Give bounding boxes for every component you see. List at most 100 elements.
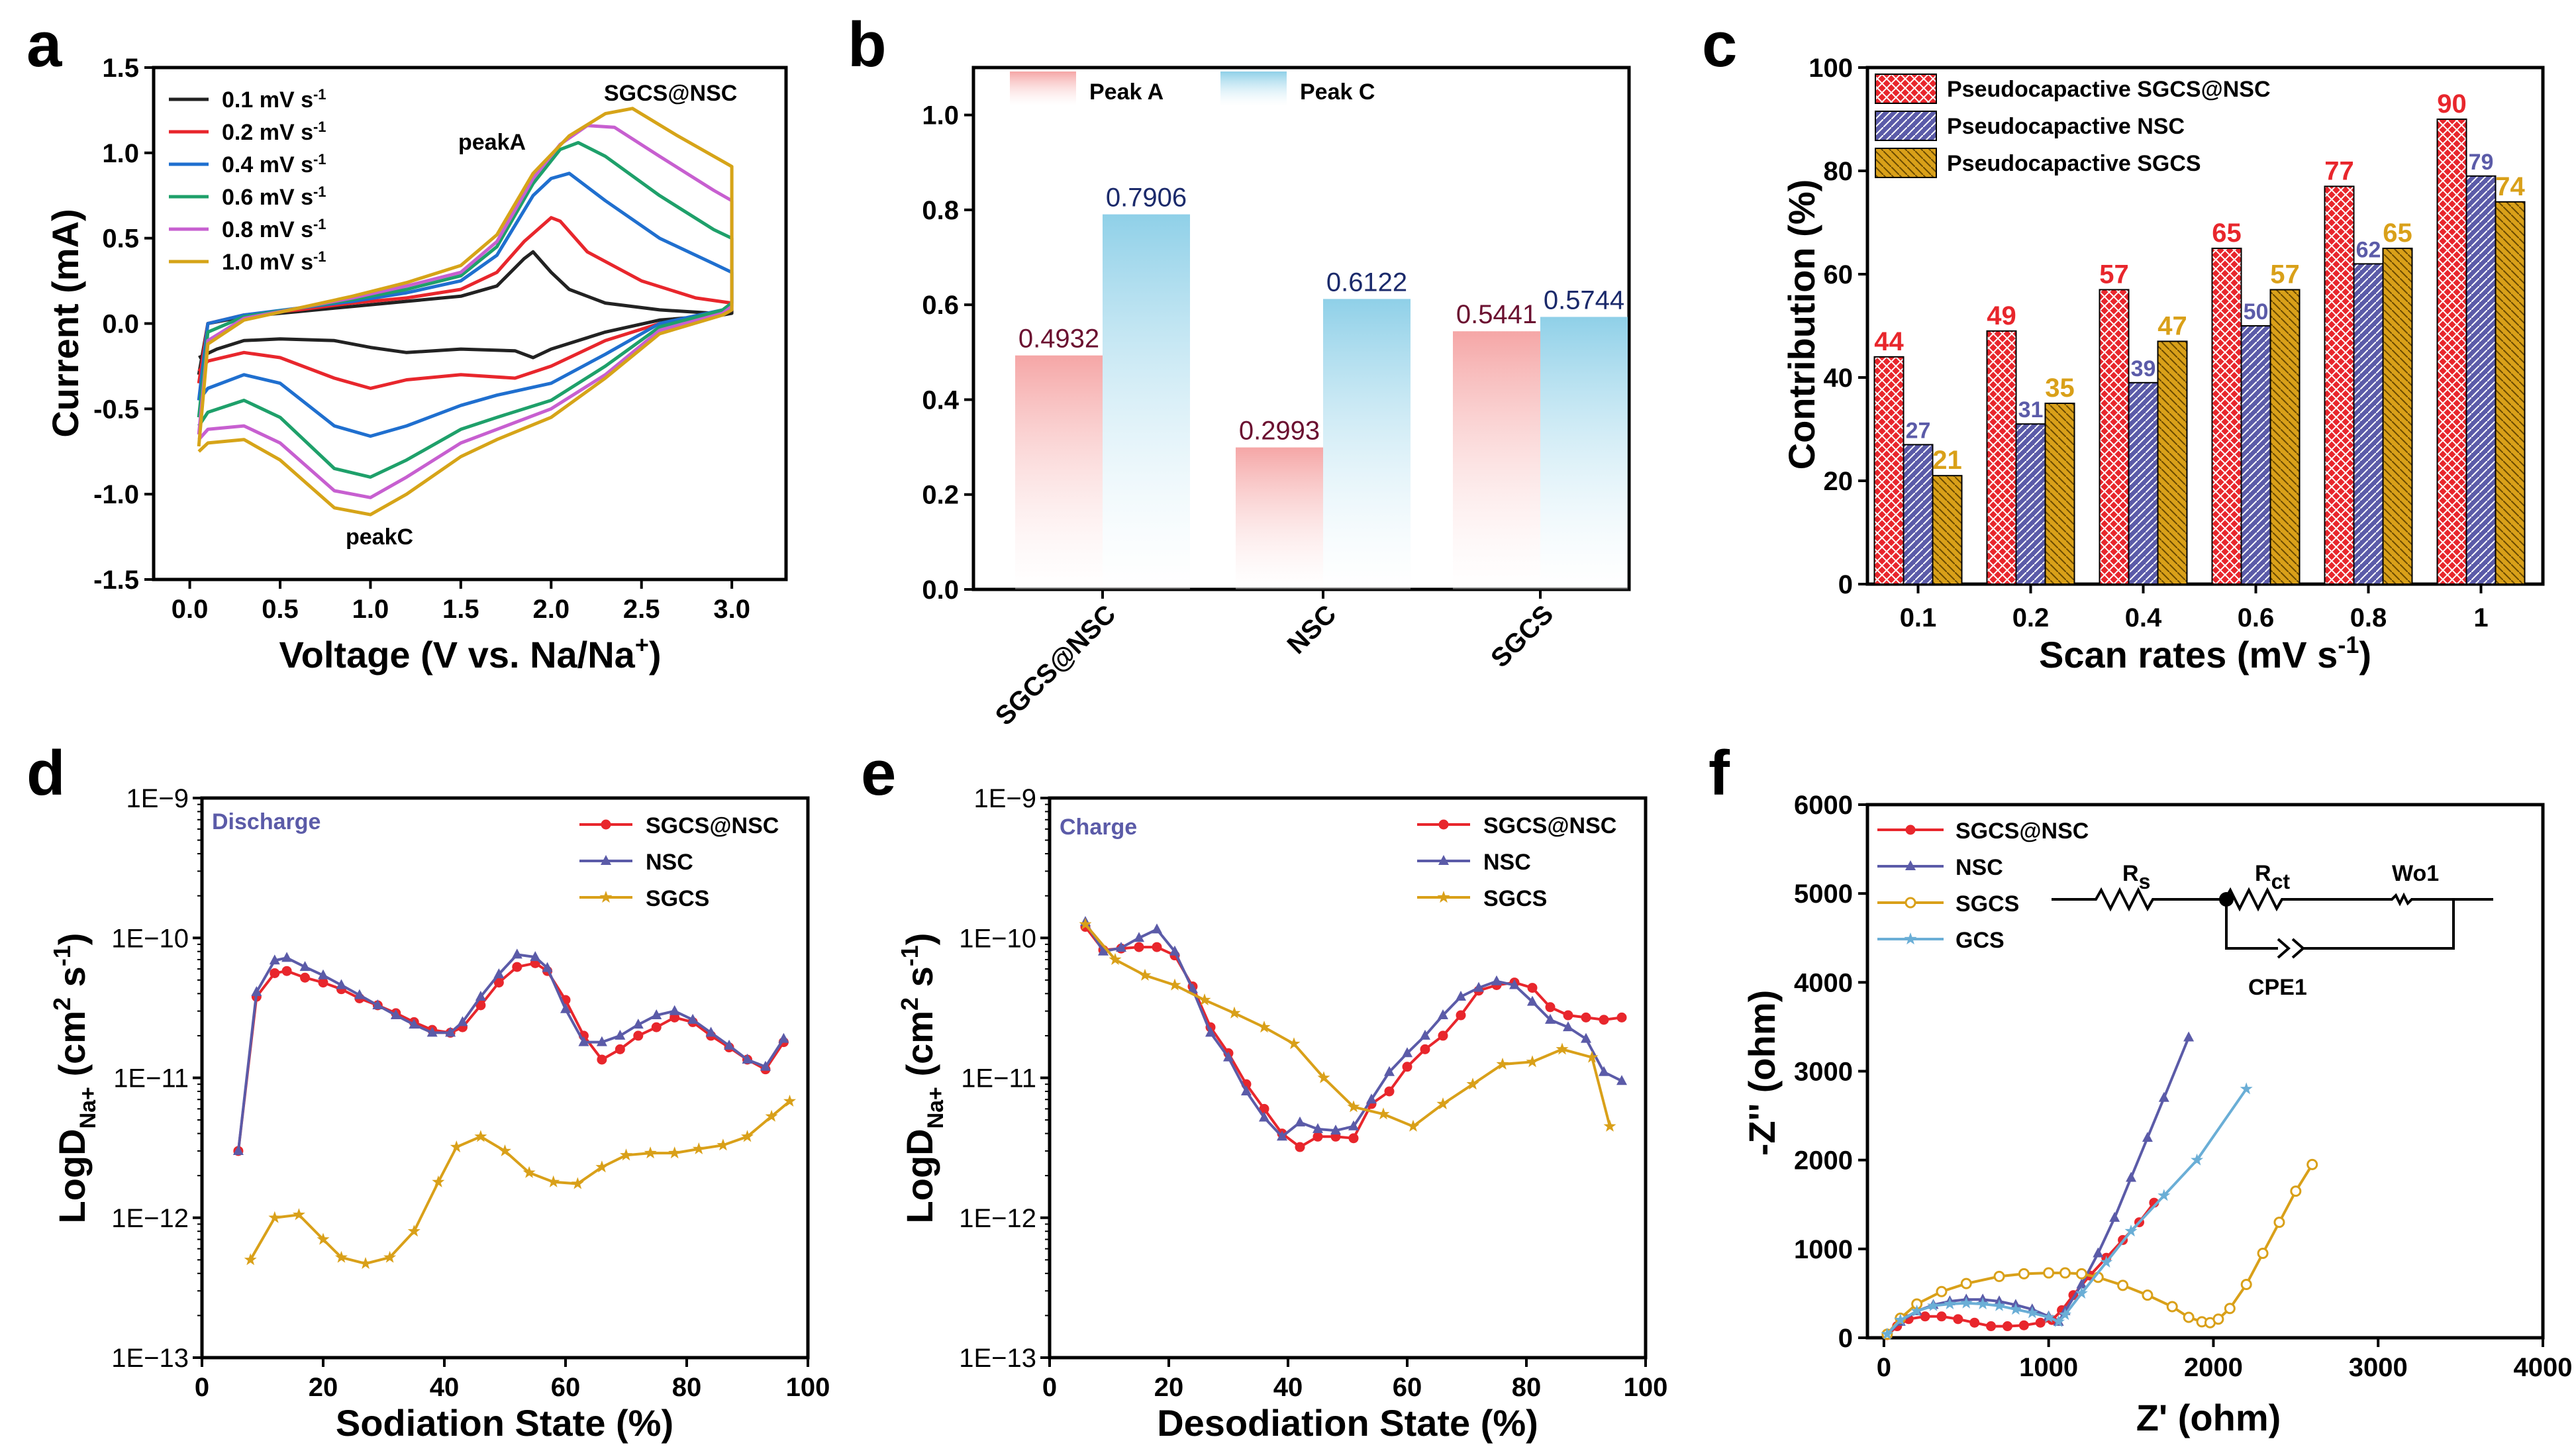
y-tick-label: 1.5	[102, 54, 139, 83]
pe-data-point	[1420, 1044, 1430, 1054]
y-tick-label: 1E−12	[111, 1204, 189, 1233]
pe-data-point	[1258, 1021, 1271, 1033]
pd-data-point	[300, 972, 311, 983]
pd-data-point	[615, 1044, 625, 1054]
chart-f-data-point	[1959, 1296, 1973, 1309]
pd-series-line	[249, 1100, 791, 1266]
pe-data-point	[1473, 981, 1484, 992]
pd-legend-marker	[599, 891, 613, 903]
pe-data-point	[1456, 991, 1466, 1001]
y-tick-label: 0.2	[922, 481, 959, 510]
pd-legend-marker	[601, 819, 611, 830]
pe-data-point	[1466, 1077, 1479, 1090]
y-tick-label: 80	[1824, 157, 1854, 186]
pd-data-point	[620, 1148, 632, 1161]
chart-b-bar	[1015, 355, 1103, 589]
y-tick-label: 2000	[1794, 1146, 1853, 1176]
pd-data-point	[445, 1027, 456, 1037]
chart-c-data-label: 47	[2157, 311, 2187, 340]
chart-f-data-point	[2158, 1091, 2169, 1102]
chart-b-bar	[1453, 331, 1540, 589]
chart-f-data-point	[1993, 1299, 2006, 1311]
pe-legend-marker	[1437, 891, 1450, 903]
chart-f-data-point	[2224, 1303, 2236, 1315]
y-tick-label: -1.0	[93, 480, 139, 509]
chart-f-data-point	[1993, 1270, 2005, 1282]
chart-b-legend-swatch	[1010, 72, 1076, 106]
chart-f-data-point	[1936, 1285, 1948, 1297]
chart-f-data-point	[2257, 1248, 2269, 1260]
chart-f-data-point	[2183, 1031, 2195, 1042]
pe-data-point	[1509, 979, 1520, 989]
chart-f-data-point	[2191, 1153, 2204, 1166]
chart-b-data-label: 0.6122	[1326, 268, 1407, 297]
chart-f-data-point	[2212, 1313, 2224, 1325]
pd-data-point	[268, 1211, 281, 1223]
chart-b-legend-swatch	[1220, 72, 1287, 106]
pd-data-point	[717, 1138, 730, 1151]
circuit-label-rct: Rct	[2255, 861, 2290, 893]
chart-c-data-label: 57	[2270, 260, 2300, 289]
chart-f-data-point	[2018, 1320, 2029, 1330]
pd-data-point	[705, 1027, 717, 1037]
chart-c-data-label: 50	[2244, 299, 2269, 325]
chart-f-legend-label: SGCS	[1956, 891, 2019, 917]
chart-d-xlabel: Sodiation State (%)	[336, 1402, 673, 1444]
pd-data-point	[512, 962, 522, 972]
chart-f-data-point	[2002, 1321, 2012, 1332]
chart-c-category-label: 1	[2473, 603, 2488, 632]
chart-c-category-label: 0.8	[2350, 603, 2387, 632]
panel-label-d: d	[26, 738, 66, 809]
pe-data-point	[1347, 1100, 1360, 1113]
pe-data-point	[1138, 968, 1152, 981]
circuit-label-w: Wo1	[2392, 861, 2439, 886]
chart-f-data-point	[1986, 1321, 1997, 1332]
pd-data-point	[741, 1130, 754, 1142]
pd-data-point	[692, 1142, 705, 1154]
chart-c-data-label: 65	[2383, 219, 2412, 248]
x-tick-label: 60	[1393, 1373, 1422, 1402]
chart-f-data-point	[1920, 1311, 1930, 1322]
pe-data-point	[1348, 1133, 1359, 1144]
chart-f-data-point	[2026, 1306, 2039, 1319]
chart-c-bar	[2015, 423, 2046, 585]
x-tick-label: 60	[551, 1373, 581, 1402]
pe-legend-marker	[1438, 819, 1449, 830]
chart-c-bar	[2465, 175, 2497, 585]
pd-data-point	[232, 1144, 244, 1155]
chart-f-legend-label: NSC	[1956, 855, 2003, 880]
chart-c-bar	[1932, 475, 1963, 585]
pe-data-point	[1527, 983, 1538, 993]
pd-data-point	[426, 1027, 438, 1037]
x-tick-label: 2000	[2184, 1353, 2243, 1382]
pd-data-point	[742, 1053, 753, 1064]
pe-data-point	[1603, 1119, 1616, 1132]
pd-data-point	[292, 1208, 305, 1221]
chart-f-data-point	[2240, 1279, 2252, 1290]
pd-data-point	[595, 1160, 609, 1173]
chart-f-series-line	[1886, 1036, 2190, 1336]
x-tick-label: 0	[195, 1373, 209, 1402]
chart-c-bar	[2269, 289, 2301, 585]
chart-a: 0.0 0.5 1.0 1.5 2.0 2.5 3.0 -1.5 -1.0 -0.5 0.0 0.5 1…	[44, 54, 788, 676]
chart-f-data-point	[1969, 1317, 1980, 1328]
chart-f-data-point	[2042, 1311, 2056, 1323]
x-tick-label: 0.5	[262, 595, 299, 624]
circuit-label-rs: Rs	[2122, 861, 2150, 893]
pd-data-point	[244, 1253, 257, 1266]
y-tick-label: 0	[1838, 1324, 1853, 1353]
chart-b-category-label: SGCS@NSC	[990, 599, 1122, 731]
pd-data-point	[383, 1250, 397, 1263]
chart-c-bar	[2211, 248, 2242, 585]
pe-data-point	[1402, 1047, 1412, 1058]
chart-f-data-point	[2142, 1289, 2154, 1301]
pd-legend-label: SGCS@NSC	[646, 813, 779, 838]
chart-e-annotation: Charge	[1060, 815, 1137, 840]
chart-f-data-point	[2306, 1158, 2318, 1170]
chart-a-legend-label: 1.0 mV s-1	[222, 248, 326, 275]
chart-f-legend-label: SGCS@NSC	[1956, 819, 2089, 844]
pe-data-point	[1098, 945, 1109, 956]
pe-data-point	[1420, 1029, 1430, 1040]
pe-data-point	[1438, 1009, 1448, 1020]
